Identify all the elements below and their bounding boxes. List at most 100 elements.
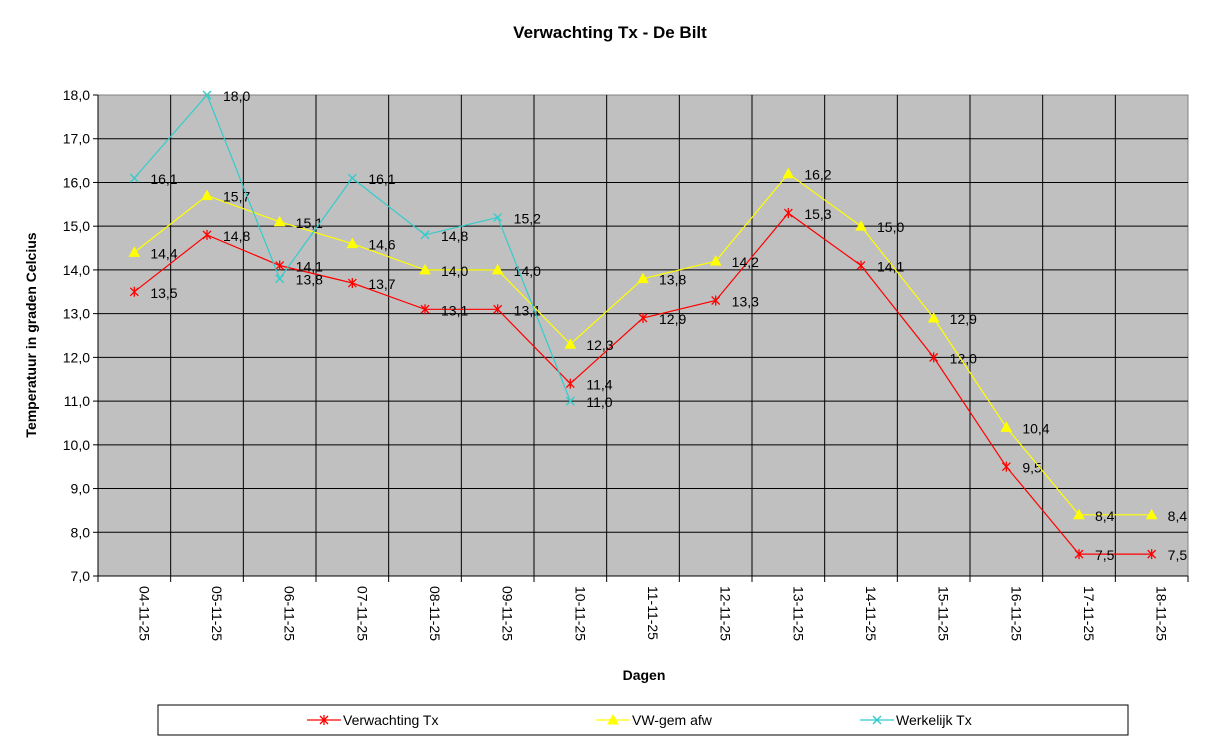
x-tick-label: 17-11-25: [1081, 586, 1097, 641]
data-label: 11,4: [586, 377, 612, 393]
y-tick-label: 17,0: [63, 131, 90, 147]
triangle-icon: [709, 255, 722, 266]
y-axis: 7,0 8,0 9,0 10,0 11,0 12,0 13,0 14,0 15,0 16,0 17,…: [63, 87, 99, 584]
data-label: 7,5: [1095, 547, 1115, 563]
series-vw-gem-afw: 14,4 15,7 15,1 14,6 14,0 14,0 12,3 13,8 14,2 16,2…: [128, 167, 1188, 524]
chart-title: Verwachting Tx - De Bilt: [513, 23, 707, 42]
star-icon: [319, 715, 329, 725]
series-layer: 13,5 14,8 14,1 13,7 13,1 13,1 11,4 12,9 13,3 15,3…: [128, 88, 1188, 563]
data-label: 13,8: [296, 272, 323, 288]
x-axis: 04-11-25 05-11-25 06-11-25 07-11-25 08-11-25…: [97, 575, 1189, 641]
data-label: 14,6: [368, 237, 395, 253]
data-label: 12,9: [950, 311, 977, 327]
series-verwachting-tx: 13,5 14,8 14,1 13,7 13,1 13,1 11,4 12,9 13,3 15,3…: [129, 206, 1188, 563]
x-axis-label: Dagen: [623, 667, 666, 683]
data-label: 14,0: [514, 263, 541, 279]
data-label: 14,8: [223, 228, 250, 244]
star-icon: [275, 260, 285, 271]
star-icon: [420, 304, 430, 315]
triangle-icon: [128, 246, 141, 257]
y-tick-label: 12,0: [63, 349, 90, 365]
star-icon: [202, 229, 212, 240]
triangle-icon: [1073, 508, 1085, 520]
data-label: 16,1: [368, 171, 395, 187]
data-label: 15,7: [223, 189, 250, 205]
x-tick-label: 04-11-25: [136, 586, 152, 641]
y-tick-label: 16,0: [63, 174, 90, 190]
triangle-icon: [201, 189, 213, 201]
x-icon: [347, 173, 357, 183]
data-label: 14,2: [732, 254, 759, 270]
x-tick-label: 14-11-25: [863, 586, 879, 641]
data-label: 15,2: [514, 210, 541, 226]
data-label: 13,5: [150, 285, 177, 301]
star-icon: [929, 352, 939, 363]
legend: Verwachting Tx VW-gem afw Werkelijk Tx: [307, 712, 972, 728]
data-label: 12,0: [950, 350, 977, 366]
legend-item: VW-gem afw: [596, 712, 713, 728]
star-icon: [1074, 549, 1084, 560]
x-tick-label: 07-11-25: [354, 586, 370, 641]
star-icon: [129, 286, 139, 297]
triangle-icon: [273, 215, 286, 227]
x-icon: [129, 173, 139, 183]
data-label: 15,1: [296, 215, 323, 231]
data-label: 8,4: [1168, 508, 1188, 524]
data-label: 15,0: [877, 219, 904, 235]
y-tick-label: 10,0: [63, 437, 90, 453]
legend-item: Verwachting Tx: [307, 712, 438, 728]
data-label: 16,1: [150, 171, 177, 187]
x-icon: [275, 274, 285, 284]
triangle-icon: [607, 713, 619, 725]
x-tick-label: 05-11-25: [209, 586, 225, 641]
legend-label: Werkelijk Tx: [896, 712, 972, 728]
y-tick-label: 8,0: [71, 524, 91, 540]
data-label: 10,4: [1022, 420, 1049, 436]
star-icon: [565, 378, 575, 389]
x-tick-label: 08-11-25: [427, 586, 443, 641]
y-tick-label: 7,0: [71, 568, 91, 584]
triangle-icon: [491, 263, 504, 275]
data-label: 14,1: [296, 259, 323, 275]
star-icon: [347, 278, 357, 289]
y-tick-label: 15,0: [63, 218, 90, 234]
star-icon: [711, 295, 721, 306]
y-tick-label: 9,0: [71, 481, 91, 497]
triangle-icon: [927, 311, 940, 323]
x-icon: [565, 396, 575, 406]
x-tick-label: 11-11-25: [645, 586, 661, 640]
triangle-icon: [637, 272, 649, 284]
data-label: 13,1: [514, 302, 541, 318]
data-label: 9,5: [1022, 460, 1042, 476]
data-label: 15,3: [804, 206, 831, 222]
data-label: 11,0: [586, 394, 612, 410]
star-icon: [638, 313, 648, 324]
triangle-icon: [1145, 508, 1158, 520]
data-label: 13,3: [732, 294, 759, 310]
data-label: 14,8: [441, 228, 468, 244]
x-icon: [202, 90, 212, 100]
data-label: 14,0: [441, 263, 468, 279]
data-label: 13,7: [368, 276, 395, 292]
data-label: 13,8: [659, 272, 686, 288]
data-label: 7,5: [1168, 547, 1188, 563]
x-tick-label: 16-11-25: [1008, 586, 1024, 641]
x-tick-label: 18-11-25: [1154, 586, 1170, 641]
triangle-icon: [346, 237, 359, 249]
plot-area: [97, 94, 1189, 577]
x-tick-label: 10-11-25: [572, 586, 588, 641]
data-label: 8,4: [1095, 508, 1115, 524]
triangle-icon: [1000, 421, 1013, 432]
x-icon: [420, 230, 430, 240]
star-icon: [493, 304, 503, 315]
x-tick-label: 06-11-25: [282, 586, 298, 641]
series-werkelijk-tx: 16,1 18,0 13,8 16,1 14,8 15,2 11,0: [129, 88, 613, 410]
x-tick-label: 09-11-25: [500, 586, 516, 641]
data-label: 14,4: [150, 245, 177, 261]
star-icon: [1001, 461, 1011, 472]
x-tick-label: 15-11-25: [936, 586, 952, 641]
star-icon: [856, 260, 866, 271]
y-tick-label: 13,0: [63, 306, 90, 322]
star-icon: [1147, 549, 1157, 560]
